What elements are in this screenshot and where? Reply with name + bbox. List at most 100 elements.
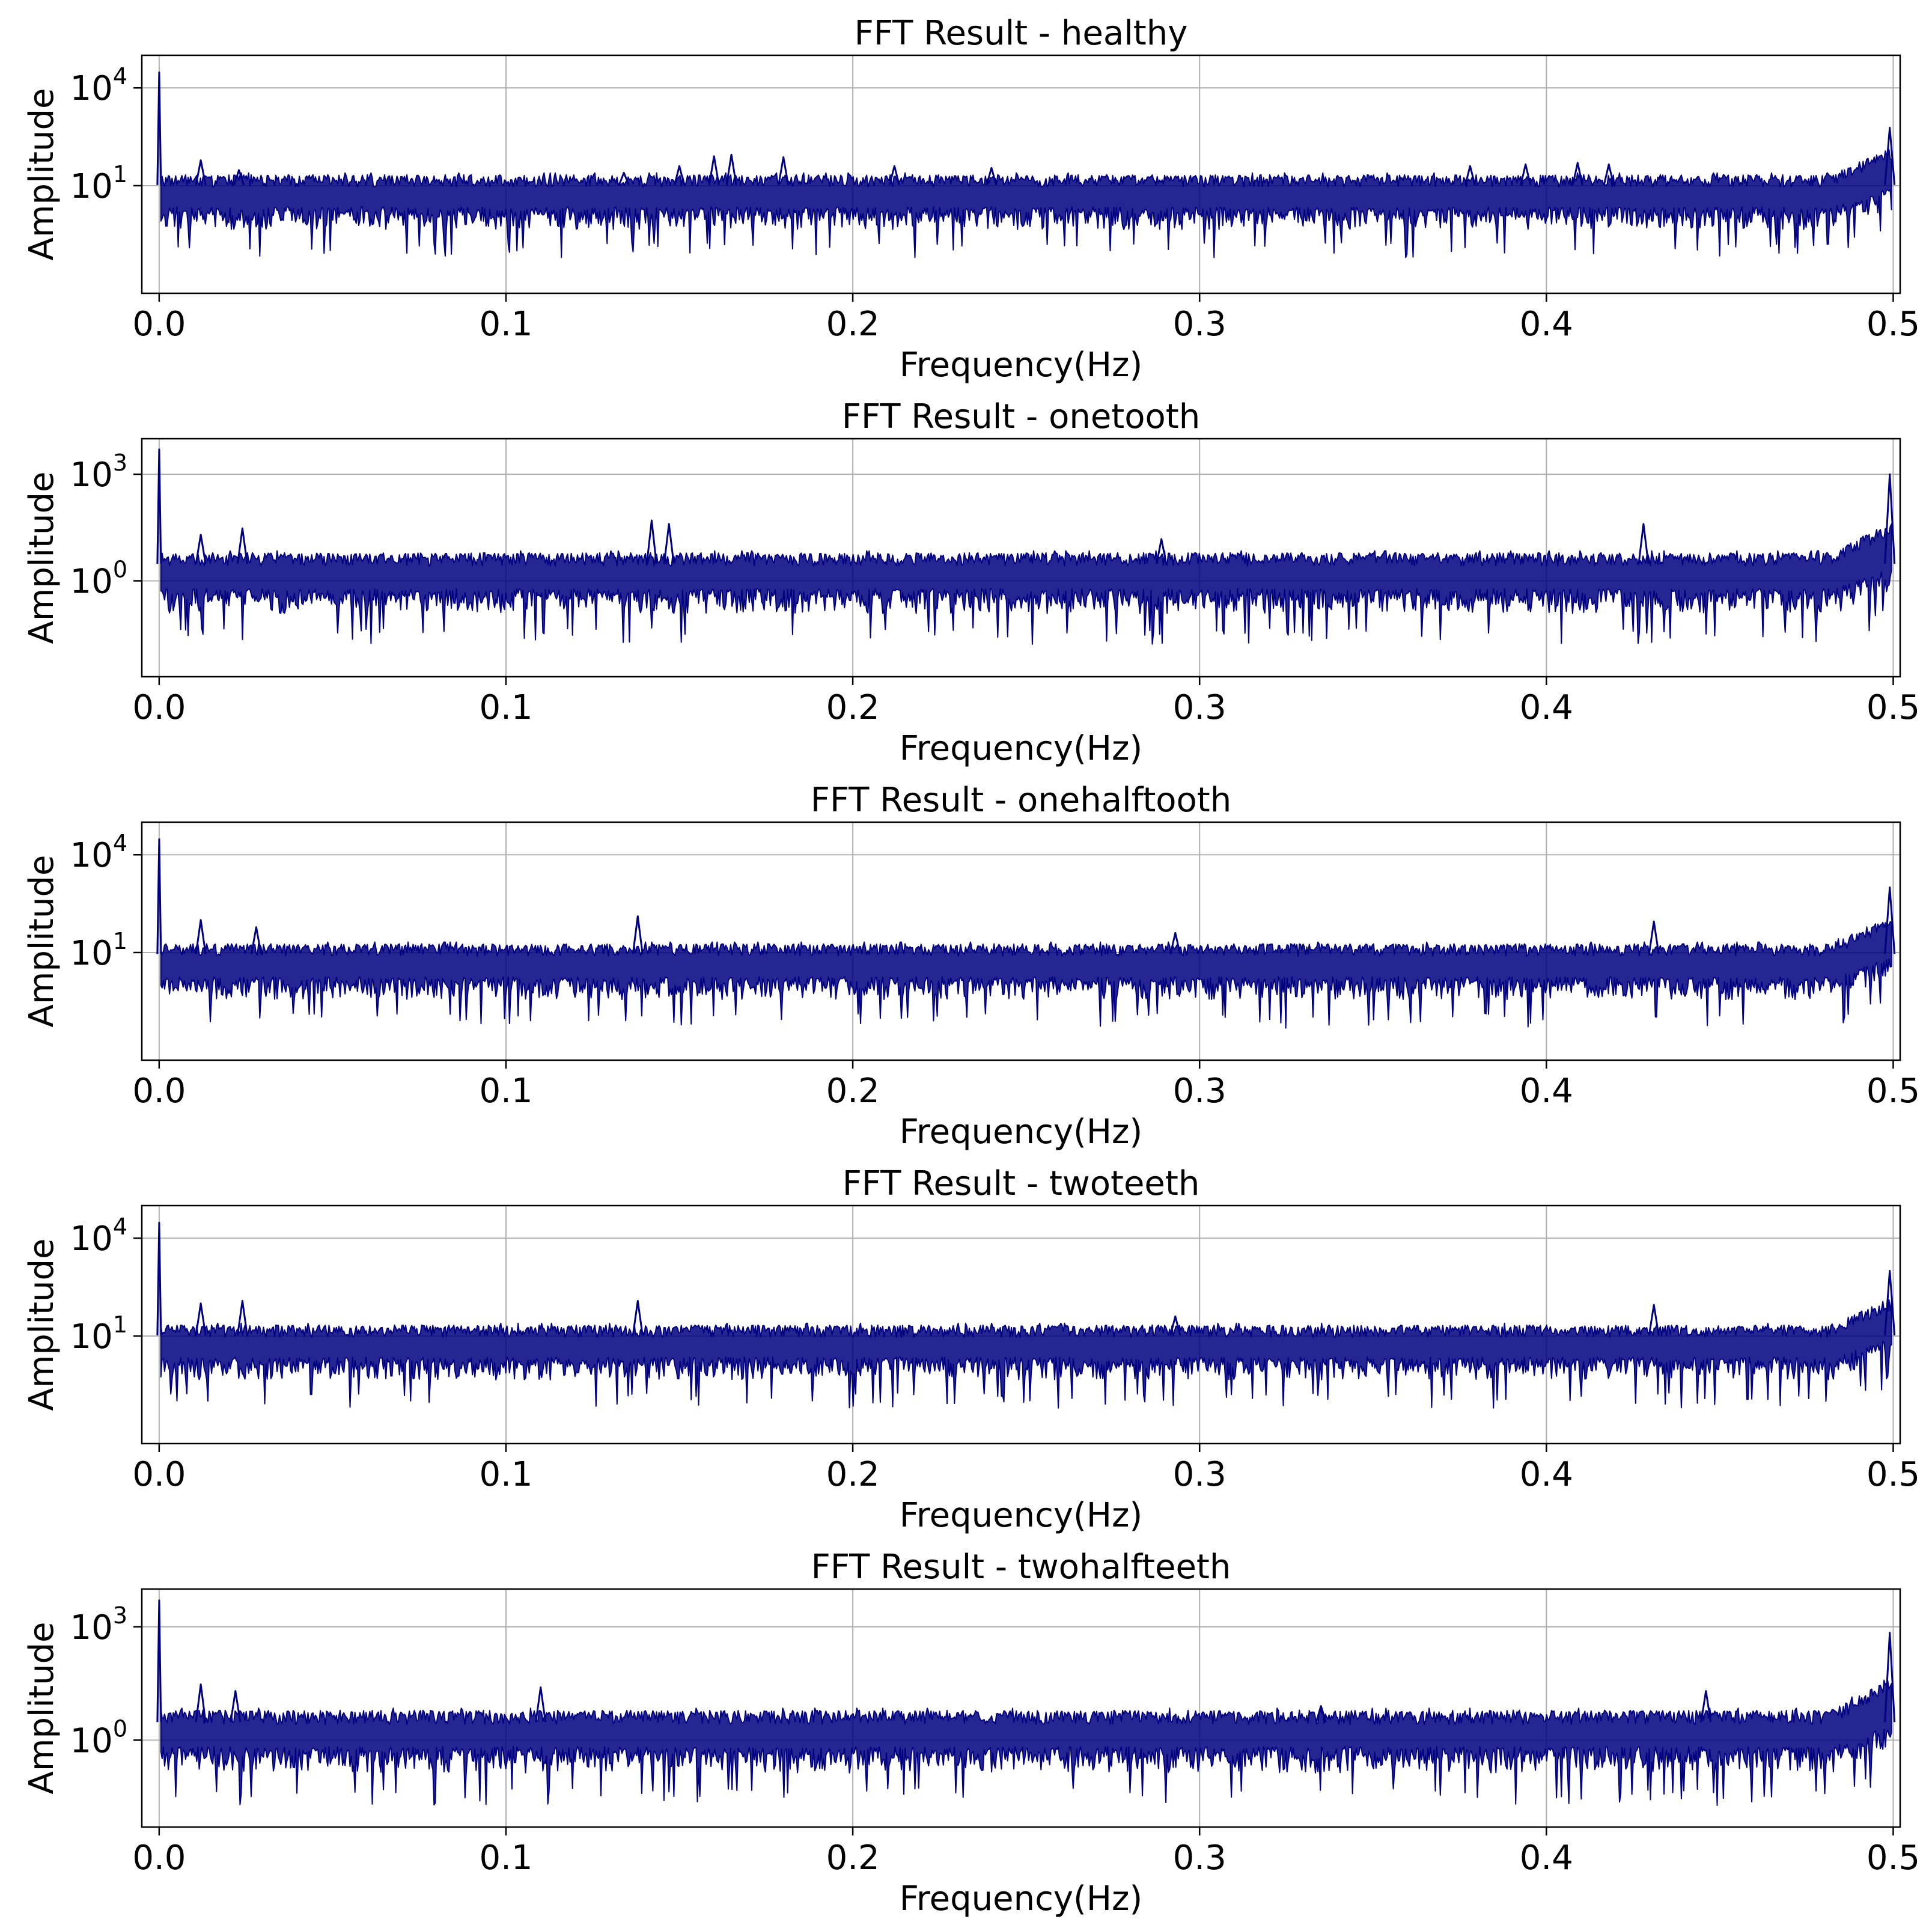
plot-frame: [141, 1588, 1901, 1828]
spectral-peak: [1884, 473, 1896, 564]
x-axis-label: Frequency(Hz): [900, 1112, 1143, 1152]
chart-title: FFT Result - twohalfteeth: [811, 1548, 1231, 1587]
y-tick-exponent: 1: [113, 161, 127, 188]
x-tick-label: 0.5: [1866, 305, 1920, 344]
chart-panel-twoteeth: FFT Result - twoteeth 0.0 0.1 0.2 0.3 0.4 0.5 1…: [22, 1164, 1920, 1535]
spectral-peak: [708, 155, 720, 186]
spectral-peak: [1638, 523, 1650, 564]
x-tick-label: 0.4: [1520, 305, 1573, 344]
spectral-peak: [156, 1221, 162, 1335]
chart-title: FFT Result - onetooth: [842, 397, 1200, 436]
y-tick-base: 10: [70, 562, 113, 601]
x-tick-label: 0.1: [479, 688, 532, 727]
spectral-peak: [986, 166, 998, 186]
y-tick-label: 101: [70, 1311, 127, 1356]
y-tick-base: 10: [70, 1317, 113, 1356]
series-twoteeth-band: [160, 1299, 1892, 1409]
spectral-peak: [663, 523, 675, 564]
x-tick-label: 0.3: [1173, 1455, 1227, 1494]
y-tick-label: 104: [70, 63, 127, 108]
series-twohalfteeth-band: [160, 1679, 1892, 1806]
y-axis-label: Amplitude: [22, 472, 61, 644]
x-tick-label: 0.0: [132, 305, 186, 344]
y-axis-label: Amplitude: [22, 88, 61, 261]
x-tick-label: 0.2: [826, 305, 880, 344]
y-tick-label: 100: [70, 1715, 127, 1760]
spectral-peak: [195, 1683, 207, 1722]
spectral-peak: [1884, 886, 1896, 954]
spectral-peak: [778, 156, 790, 186]
y-axis-label: Amplitude: [22, 1239, 61, 1411]
x-tick-label: 0.5: [1866, 1455, 1920, 1494]
chart-panel-healthy: FFT Result - healthy 0.0 0.1 0.2 0.3 0.4 0.5 10…: [22, 14, 1920, 385]
y-tick-base: 10: [70, 1219, 113, 1258]
y-tick-label: 101: [70, 928, 127, 973]
x-tick-label: 0.4: [1520, 1072, 1573, 1111]
spectral-peak: [195, 919, 207, 954]
x-tick-label: 0.5: [1866, 688, 1920, 727]
x-axis-label: Frequency(Hz): [900, 1879, 1143, 1918]
chart-panel-twohalfteeth: FFT Result - twohalfteeth 0.0 0.1 0.2 0.3 0.4…: [22, 1548, 1920, 1918]
series-healthy-band: [160, 149, 1892, 258]
chart-title: FFT Result - onehalftooth: [811, 781, 1232, 820]
spectral-peak: [156, 71, 162, 185]
y-axis-label: Amplitude: [22, 855, 61, 1028]
y-tick-label: 104: [70, 1213, 127, 1258]
spectral-peak: [156, 838, 162, 954]
y-tick-exponent: 1: [113, 928, 127, 954]
y-tick-base: 10: [70, 456, 113, 495]
x-axis-label: Frequency(Hz): [900, 729, 1143, 768]
spectral-peak: [1315, 1705, 1327, 1722]
spectral-peak: [230, 1690, 242, 1722]
y-tick-exponent: 1: [113, 1311, 127, 1338]
x-tick-label: 0.4: [1520, 1455, 1573, 1494]
y-tick-exponent: 4: [113, 1213, 127, 1240]
x-tick-label: 0.0: [132, 688, 186, 727]
y-tick-exponent: 0: [113, 1715, 127, 1742]
y-tick-exponent: 3: [113, 450, 127, 476]
spectral-peak: [236, 1299, 248, 1336]
spectral-peak: [195, 1302, 207, 1336]
y-tick-label: 103: [70, 1602, 127, 1647]
spectral-peak: [233, 169, 245, 186]
y-tick-exponent: 0: [113, 556, 127, 582]
x-tick-label: 0.5: [1866, 1838, 1920, 1878]
spectral-peak: [674, 165, 685, 186]
y-tick-exponent: 4: [113, 830, 127, 856]
x-axis-label: Frequency(Hz): [900, 1496, 1143, 1535]
spectral-peak: [156, 1599, 162, 1722]
series-onehalftooth-band: [160, 921, 1892, 1029]
x-tick-label: 0.2: [826, 1838, 880, 1878]
plot-frame: [141, 438, 1901, 678]
y-tick-base: 10: [70, 934, 113, 973]
spectral-peak: [195, 534, 207, 564]
x-tick-label: 0.3: [1173, 688, 1227, 727]
y-tick-base: 10: [70, 167, 113, 206]
spectral-peak: [1603, 163, 1615, 186]
y-tick-label: 100: [70, 556, 127, 601]
y-tick-base: 10: [70, 1608, 113, 1647]
x-tick-label: 0.4: [1520, 1838, 1573, 1878]
x-tick-label: 0.2: [826, 688, 880, 727]
chart-panel-onetooth: FFT Result - onetooth 0.0 0.1 0.2 0.3 0.4 0.5 1…: [22, 397, 1920, 768]
x-axis-label: Frequency(Hz): [900, 346, 1143, 385]
spectral-peak: [1648, 1304, 1660, 1336]
spectral-peak: [632, 915, 644, 954]
plot-frame: [141, 821, 1901, 1061]
spectral-peak: [535, 1686, 547, 1722]
spectral-peak: [156, 448, 162, 564]
y-tick-label: 101: [70, 161, 127, 206]
spectral-peak: [250, 926, 262, 954]
chart-title: FFT Result - twoteeth: [843, 1164, 1200, 1203]
x-tick-label: 0.0: [132, 1072, 186, 1111]
spectral-peak: [888, 165, 900, 186]
x-tick-label: 0.0: [132, 1455, 186, 1494]
y-tick-label: 103: [70, 450, 127, 495]
x-tick-label: 0.5: [1866, 1072, 1920, 1111]
spectral-peak: [195, 159, 207, 186]
chart-panel-onehalftooth: FFT Result - onehalftooth 0.0 0.1 0.2 0.3 0.4…: [22, 781, 1920, 1152]
chart-title: FFT Result - healthy: [855, 14, 1188, 53]
y-tick-base: 10: [70, 1721, 113, 1760]
spectral-peak: [1156, 538, 1168, 564]
y-tick-base: 10: [70, 836, 113, 875]
